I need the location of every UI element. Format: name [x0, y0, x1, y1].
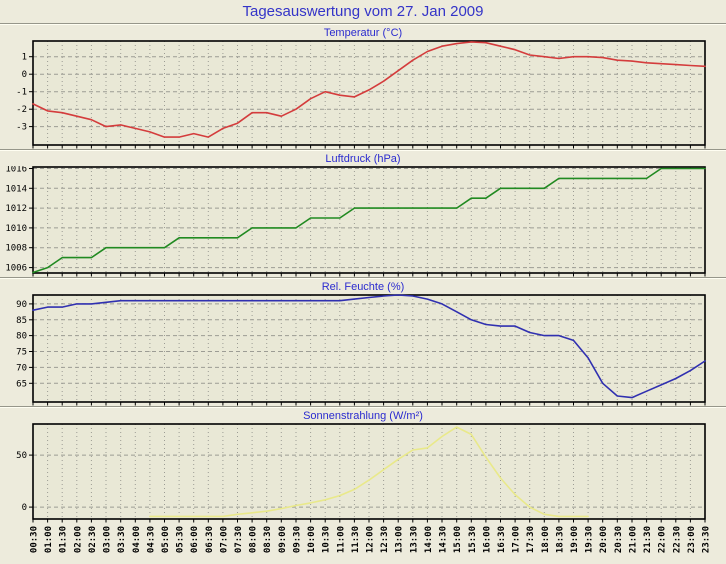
separator: [0, 23, 726, 25]
svg-text:15:30: 15:30: [468, 526, 478, 553]
svg-text:02:00: 02:00: [73, 526, 83, 553]
svg-text:1: 1: [22, 53, 27, 63]
page-title: Tagesauswertung vom 27. Jan 2009: [242, 3, 484, 20]
svg-text:05:00: 05:00: [161, 526, 171, 553]
svg-text:07:00: 07:00: [219, 526, 229, 553]
luftdruck-plot: 1016 1014 1012 1010 1008 1006: [5, 166, 706, 277]
svg-text:02:30: 02:30: [88, 526, 98, 553]
svg-text:08:00: 08:00: [249, 526, 259, 553]
svg-text:-2: -2: [16, 105, 27, 115]
svg-text:08:30: 08:30: [263, 526, 273, 553]
svg-text:09:30: 09:30: [293, 526, 303, 553]
svg-text:23:00: 23:00: [687, 526, 697, 553]
temperature-panel: Temperatur (°C) 1 0 -1 -2 -3: [0, 25, 726, 149]
svg-text:03:00: 03:00: [103, 526, 113, 553]
svg-text:75: 75: [16, 348, 27, 358]
svg-text:13:30: 13:30: [409, 526, 419, 553]
svg-text:17:00: 17:00: [512, 526, 522, 553]
separator: [0, 149, 726, 151]
x-axis-labels: 00:30 01:00 01:30 02:00 02:30 03:00 03:30 04:00…: [30, 526, 712, 553]
svg-text:1008: 1008: [5, 244, 27, 254]
svg-text:06:00: 06:00: [190, 526, 200, 553]
separator: [0, 406, 726, 408]
temperatur-plot: 1 0 -1 -2 -3: [16, 40, 706, 149]
svg-text:0: 0: [22, 70, 27, 80]
svg-text:11:30: 11:30: [351, 526, 361, 553]
svg-text:22:30: 22:30: [672, 526, 682, 553]
svg-text:65: 65: [16, 379, 27, 389]
svg-text:19:30: 19:30: [585, 526, 595, 553]
svg-text:18:00: 18:00: [541, 526, 551, 553]
svg-text:06:30: 06:30: [205, 526, 215, 553]
svg-text:80: 80: [16, 332, 27, 342]
svg-text:50: 50: [16, 451, 27, 461]
rel-feuchte-plot: 90 85 80 75 70 65: [16, 294, 706, 406]
svg-text:1014: 1014: [5, 184, 27, 194]
separator: [0, 277, 726, 279]
svg-text:14:00: 14:00: [424, 526, 434, 553]
svg-text:-1: -1: [16, 88, 27, 98]
svg-text:03:30: 03:30: [117, 526, 127, 553]
svg-text:-3: -3: [16, 123, 27, 133]
svg-text:10:30: 10:30: [322, 526, 332, 553]
svg-text:14:30: 14:30: [439, 526, 449, 553]
svg-text:10:00: 10:00: [307, 526, 317, 553]
svg-text:17:30: 17:30: [526, 526, 536, 553]
sonnenstrahlung-plot: 50 0: [16, 423, 706, 523]
chart-title-rel-feuchte: Rel. Feuchte (%): [321, 280, 405, 293]
svg-text:12:00: 12:00: [366, 526, 376, 553]
svg-text:15:00: 15:00: [453, 526, 463, 553]
svg-text:16:30: 16:30: [497, 526, 507, 553]
svg-text:16:00: 16:00: [482, 526, 492, 553]
svg-text:04:30: 04:30: [146, 526, 156, 553]
svg-text:05:30: 05:30: [176, 526, 186, 553]
svg-text:12:30: 12:30: [380, 526, 390, 553]
svg-text:0: 0: [22, 503, 27, 513]
svg-text:22:00: 22:00: [658, 526, 668, 553]
svg-text:01:00: 01:00: [44, 526, 54, 553]
svg-text:23:30: 23:30: [702, 526, 712, 553]
svg-text:11:00: 11:00: [336, 526, 346, 553]
svg-text:1006: 1006: [5, 264, 27, 274]
svg-text:13:00: 13:00: [395, 526, 405, 553]
svg-text:00:30: 00:30: [30, 526, 40, 553]
svg-text:21:00: 21:00: [629, 526, 639, 553]
solar-panel: Sonnenstrahlung (W/m²) 50 0: [0, 408, 726, 523]
svg-text:01:30: 01:30: [59, 526, 69, 553]
svg-text:1016: 1016: [5, 166, 27, 175]
svg-text:19:00: 19:00: [570, 526, 580, 553]
svg-text:85: 85: [16, 316, 27, 326]
svg-text:20:00: 20:00: [599, 526, 609, 553]
svg-text:07:30: 07:30: [234, 526, 244, 553]
svg-text:18:30: 18:30: [555, 526, 565, 553]
svg-text:70: 70: [16, 363, 27, 373]
chart-title-temperatur: Temperatur (°C): [323, 26, 403, 39]
pressure-panel: Luftdruck (hPa) 1016 1014 1012 1010 1008 1006: [0, 151, 726, 277]
svg-text:21:30: 21:30: [643, 526, 653, 553]
chart-title-luftdruck: Luftdruck (hPa): [325, 152, 401, 165]
chart-title-sonnenstrahlung: Sonnenstrahlung (W/m²): [303, 409, 423, 422]
svg-text:1012: 1012: [5, 204, 27, 214]
svg-text:04:00: 04:00: [132, 526, 142, 553]
svg-text:09:00: 09:00: [278, 526, 288, 553]
humidity-panel: Rel. Feuchte (%) 90 85 80 75 70 65: [0, 279, 726, 406]
svg-text:1010: 1010: [5, 224, 27, 234]
svg-text:20:30: 20:30: [614, 526, 624, 553]
svg-text:90: 90: [16, 300, 27, 310]
page-header: Tagesauswertung vom 27. Jan 2009: [0, 0, 726, 23]
